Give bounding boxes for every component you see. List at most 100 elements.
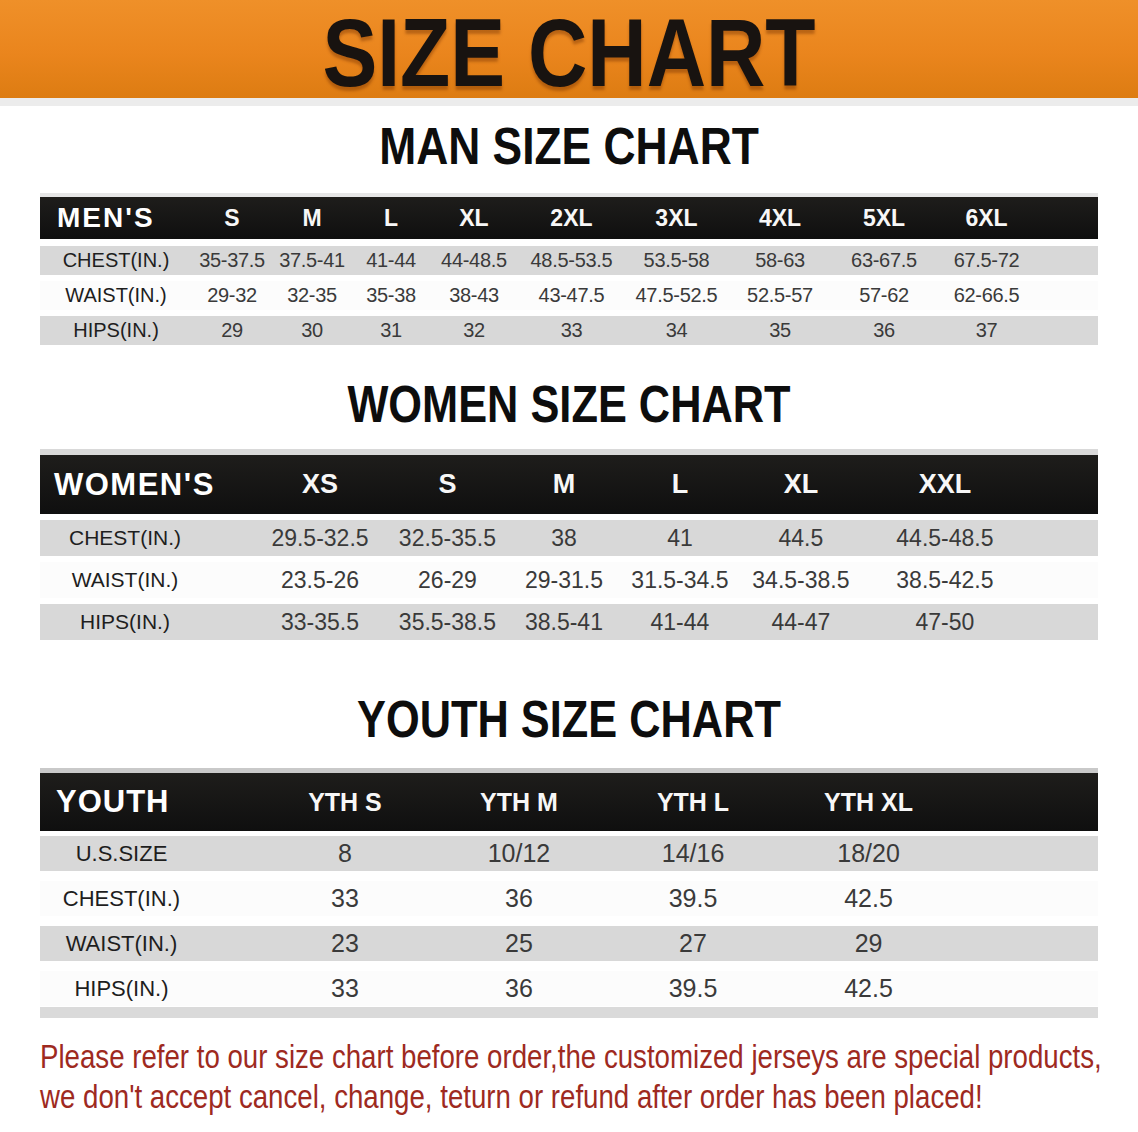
table-row: U.S.SIZE810/1214/1618/20 bbox=[40, 836, 1098, 871]
cell-value: 48.5-53.5 bbox=[518, 249, 625, 272]
cell-value: 47-50 bbox=[860, 609, 1030, 636]
table-title: MEN'S bbox=[40, 202, 192, 234]
table-row: HIPS(IN.)293031323334353637 bbox=[40, 316, 1098, 345]
men-size-table: MEN'SSMLXL2XL3XL4XL5XL6XL CHEST(IN.)35-37… bbox=[40, 193, 1098, 345]
cell-value: 38.5-42.5 bbox=[860, 567, 1030, 594]
cell-value: 30 bbox=[272, 319, 352, 342]
cell-value: 33-35.5 bbox=[255, 609, 385, 636]
row-label: WAIST(IN.) bbox=[40, 568, 255, 592]
column-header: YTH M bbox=[432, 788, 606, 817]
youth-section: YOUTH SIZE CHART YOUTHYTH SYTH MYTH LYTH… bbox=[0, 694, 1138, 1018]
column-header: 6XL bbox=[936, 205, 1037, 232]
cell-value: 18/20 bbox=[780, 839, 957, 868]
men-section: MAN SIZE CHART MEN'SSMLXL2XL3XL4XL5XL6XL… bbox=[0, 121, 1138, 345]
cell-value: 44-48.5 bbox=[430, 249, 518, 272]
column-header: YTH S bbox=[258, 788, 432, 817]
disclaimer-line-2: we don't accept cancel, change, teturn o… bbox=[40, 1076, 933, 1116]
column-header: YTH L bbox=[606, 788, 780, 817]
size-chart-banner: SIZE CHART bbox=[0, 0, 1138, 106]
cell-value: 31.5-34.5 bbox=[618, 567, 742, 594]
cell-value: 8 bbox=[258, 839, 432, 868]
cell-value: 37.5-41 bbox=[272, 249, 352, 272]
column-header: XL bbox=[742, 469, 860, 500]
cell-value: 33 bbox=[518, 319, 625, 342]
women-section: WOMEN SIZE CHART WOMEN'SXSSMLXLXXLCHEST(… bbox=[0, 379, 1138, 640]
column-header: S bbox=[192, 205, 272, 232]
cell-value: 41-44 bbox=[618, 609, 742, 636]
cell-value: 34 bbox=[625, 319, 728, 342]
column-header: 4XL bbox=[728, 205, 832, 232]
table-title: WOMEN'S bbox=[40, 467, 255, 503]
cell-value: 37 bbox=[936, 319, 1037, 342]
table-header-row: WOMEN'SXSSMLXLXXL bbox=[40, 449, 1098, 514]
cell-value: 35-38 bbox=[352, 284, 430, 307]
table-row: WAIST(IN.)29-3232-3535-3838-4343-47.547.… bbox=[40, 281, 1098, 310]
cell-value: 29-32 bbox=[192, 284, 272, 307]
cell-value: 44.5 bbox=[742, 525, 860, 552]
cell-value: 67.5-72 bbox=[936, 249, 1037, 272]
table-title: YOUTH bbox=[40, 784, 258, 820]
column-header: L bbox=[618, 469, 742, 500]
cell-value: 42.5 bbox=[780, 974, 957, 1003]
cell-value: 41-44 bbox=[352, 249, 430, 272]
cell-value: 35 bbox=[728, 319, 832, 342]
table-header-row: YOUTHYTH SYTH MYTH LYTH XL bbox=[40, 768, 1098, 831]
cell-value: 34.5-38.5 bbox=[742, 567, 860, 594]
cell-value: 32.5-35.5 bbox=[385, 525, 510, 552]
column-header: 5XL bbox=[832, 205, 936, 232]
row-label: HIPS(IN.) bbox=[40, 610, 255, 634]
cell-value: 33 bbox=[258, 884, 432, 913]
table-row: CHEST(IN.)333639.542.5 bbox=[40, 881, 1098, 916]
cell-value: 14/16 bbox=[606, 839, 780, 868]
cell-value: 44-47 bbox=[742, 609, 860, 636]
column-header: M bbox=[510, 469, 618, 500]
cell-value: 31 bbox=[352, 319, 430, 342]
cell-value: 38 bbox=[510, 525, 618, 552]
row-label: WAIST(IN.) bbox=[40, 284, 192, 307]
row-label: WAIST(IN.) bbox=[40, 931, 258, 957]
cell-value: 29.5-32.5 bbox=[255, 525, 385, 552]
cell-value: 38.5-41 bbox=[510, 609, 618, 636]
cell-value: 23 bbox=[258, 929, 432, 958]
column-header: XL bbox=[430, 205, 518, 232]
row-label: U.S.SIZE bbox=[40, 841, 258, 867]
cell-value: 36 bbox=[432, 884, 606, 913]
column-header: L bbox=[352, 205, 430, 232]
row-label: HIPS(IN.) bbox=[40, 976, 258, 1002]
table-row: HIPS(IN.)333639.542.5 bbox=[40, 971, 1098, 1006]
youth-chart-heading: YOUTH SIZE CHART bbox=[85, 694, 1052, 746]
column-header: XS bbox=[255, 469, 385, 500]
cell-value: 57-62 bbox=[832, 284, 936, 307]
cell-value: 27 bbox=[606, 929, 780, 958]
cell-value: 25 bbox=[432, 929, 606, 958]
banner-title: SIZE CHART bbox=[322, 5, 815, 101]
cell-value: 29 bbox=[192, 319, 272, 342]
column-header: M bbox=[272, 205, 352, 232]
cell-value: 47.5-52.5 bbox=[625, 284, 728, 307]
cell-value: 62-66.5 bbox=[936, 284, 1037, 307]
cell-value: 33 bbox=[258, 974, 432, 1003]
cell-value: 23.5-26 bbox=[255, 567, 385, 594]
table-bottom-strip bbox=[40, 1007, 1098, 1018]
table-header-row: MEN'SSMLXL2XL3XL4XL5XL6XL bbox=[40, 193, 1098, 239]
cell-value: 29-31.5 bbox=[510, 567, 618, 594]
cell-value: 42.5 bbox=[780, 884, 957, 913]
column-header: 3XL bbox=[625, 205, 728, 232]
table-row: CHEST(IN.)35-37.537.5-4141-4444-48.548.5… bbox=[40, 246, 1098, 275]
youth-size-table: YOUTHYTH SYTH MYTH LYTH XL U.S.SIZE810/12… bbox=[40, 768, 1098, 1006]
cell-value: 35.5-38.5 bbox=[385, 609, 510, 636]
cell-value: 39.5 bbox=[606, 974, 780, 1003]
cell-value: 36 bbox=[832, 319, 936, 342]
cell-value: 39.5 bbox=[606, 884, 780, 913]
column-header: 2XL bbox=[518, 205, 625, 232]
table-row: WAIST(IN.)23.5-2626-2929-31.531.5-34.534… bbox=[40, 562, 1098, 598]
cell-value: 32 bbox=[430, 319, 518, 342]
column-header: YTH XL bbox=[780, 788, 957, 817]
table-row: WAIST(IN.)23252729 bbox=[40, 926, 1098, 961]
column-header: S bbox=[385, 469, 510, 500]
cell-value: 53.5-58 bbox=[625, 249, 728, 272]
cell-value: 38-43 bbox=[430, 284, 518, 307]
cell-value: 44.5-48.5 bbox=[860, 525, 1030, 552]
row-label: CHEST(IN.) bbox=[40, 886, 258, 912]
row-label: CHEST(IN.) bbox=[40, 249, 192, 272]
